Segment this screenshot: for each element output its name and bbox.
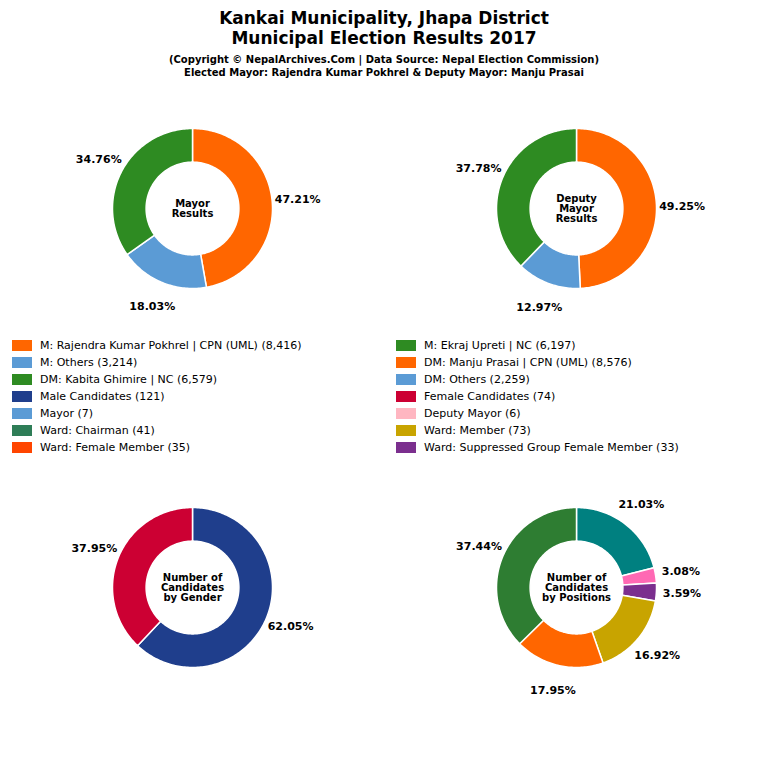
html-text:Male Candidates (121): Male Candidates (121) <box>40 389 165 403</box>
svg-text:37.44%: 37.44% <box>456 540 502 553</box>
html-text:Ward: Chairman (41): Ward: Chairman (41) <box>40 423 155 437</box>
html-text:DM: Manju Prasai | CPN (UML) (: DM: Manju Prasai | CPN (UML) (8,576) <box>424 355 632 369</box>
html-text:M: Ekraj Upreti | NC (6,197): M: Ekraj Upreti | NC (6,197) <box>424 338 576 352</box>
svg-text:21.03%: 21.03% <box>618 497 664 510</box>
svg-text:17.95%: 17.95% <box>530 684 576 697</box>
svg-text:MayorResults: MayorResults <box>172 197 214 218</box>
html-text:Ward: Female Member (35): Ward: Female Member (35) <box>40 440 190 454</box>
html-text:M: Others (3,214): M: Others (3,214) <box>40 355 138 369</box>
svg-text:34.76%: 34.76% <box>76 153 122 166</box>
svg-text:DeputyMayorResults: DeputyMayorResults <box>556 192 598 223</box>
svg-text:49.25%: 49.25% <box>659 199 705 212</box>
html-text:Kankai Municipality, Jhapa Dis: Kankai Municipality, Jhapa District Muni… <box>219 8 549 49</box>
html-text:DM: Others (2,259): DM: Others (2,259) <box>424 372 530 386</box>
svg-text:Number ofCandidatesby Gender: Number ofCandidatesby Gender <box>161 571 224 602</box>
svg-text:Number ofCandidatesby Position: Number ofCandidatesby Positions <box>542 571 611 602</box>
svg-text:3.59%: 3.59% <box>663 587 701 600</box>
svg-text:12.97%: 12.97% <box>516 301 562 314</box>
html-text:Ward: Suppressed Group Female: Ward: Suppressed Group Female Member (33… <box>424 440 679 454</box>
html-text:Deputy Mayor (6): Deputy Mayor (6) <box>424 406 521 420</box>
html-text:M: Rajendra Kumar Pokhrel | CP: M: Rajendra Kumar Pokhrel | CPN (UML) (8… <box>40 338 302 352</box>
html-text:Ward: Member (73): Ward: Member (73) <box>424 423 531 437</box>
svg-text:16.92%: 16.92% <box>634 649 680 662</box>
svg-text:18.03%: 18.03% <box>129 299 175 312</box>
svg-text:37.78%: 37.78% <box>456 162 502 175</box>
html-text:(Copyright © NepalArchives.Com: (Copyright © NepalArchives.Com | Data So… <box>168 53 600 78</box>
svg-text:62.05%: 62.05% <box>268 620 314 633</box>
svg-text:3.08%: 3.08% <box>662 565 700 578</box>
svg-text:47.21%: 47.21% <box>275 193 321 206</box>
html-text:Female Candidates (74): Female Candidates (74) <box>424 389 556 403</box>
html-text:Mayor (7): Mayor (7) <box>40 406 94 420</box>
html-text:DM: Kabita Ghimire | NC (6,579: DM: Kabita Ghimire | NC (6,579) <box>40 372 218 386</box>
svg-text:37.95%: 37.95% <box>71 542 117 555</box>
